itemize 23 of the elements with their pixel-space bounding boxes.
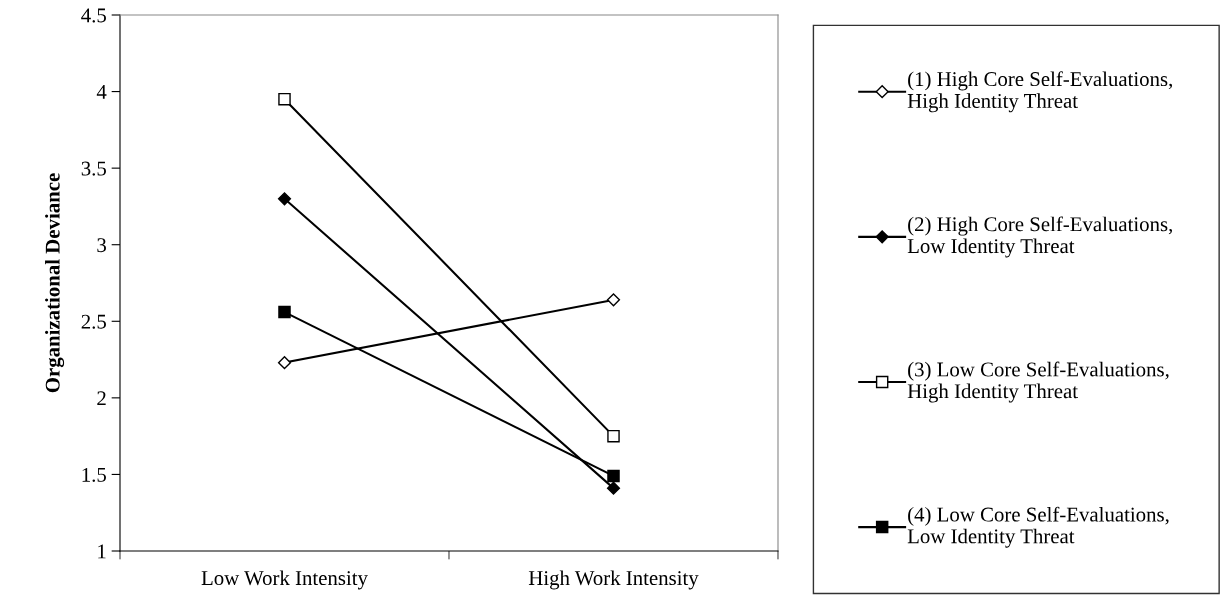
- legend-label: (2) High Core Self-Evaluations, Low Identity Threat: [907, 216, 1172, 258]
- legend-label: (3) Low Core Self-Evaluations, High Identity Threat: [907, 361, 1169, 403]
- y-tick-label: 4.5: [81, 8, 106, 23]
- y-tick-label: 1.5: [82, 467, 106, 482]
- y-tick-label: 3.5: [81, 161, 106, 176]
- point: [607, 429, 620, 443]
- point: [277, 192, 292, 206]
- legend-label: (1) High Core Self-Evaluations, High Identity Threat: [907, 71, 1172, 113]
- point: [606, 293, 621, 307]
- point: [278, 305, 291, 319]
- y-tick-label: 4: [96, 85, 107, 99]
- point: [606, 481, 621, 495]
- point: [277, 356, 292, 370]
- x-tick-label: Low Work Intensity: [201, 570, 368, 590]
- y-tick-label: 3: [97, 238, 106, 253]
- y-tick-label: 1: [98, 544, 106, 559]
- y-tick-label: 2.5: [81, 314, 106, 329]
- point: [607, 469, 620, 483]
- legend-label: (4) Low Core Self-Evaluations, Low Identity Threat: [907, 506, 1169, 548]
- point: [278, 92, 291, 106]
- x-tick-label: High Work Intensity: [528, 570, 699, 590]
- y-tick-label: 2: [97, 391, 106, 406]
- y-axis-title: Organizational Deviance: [45, 173, 65, 393]
